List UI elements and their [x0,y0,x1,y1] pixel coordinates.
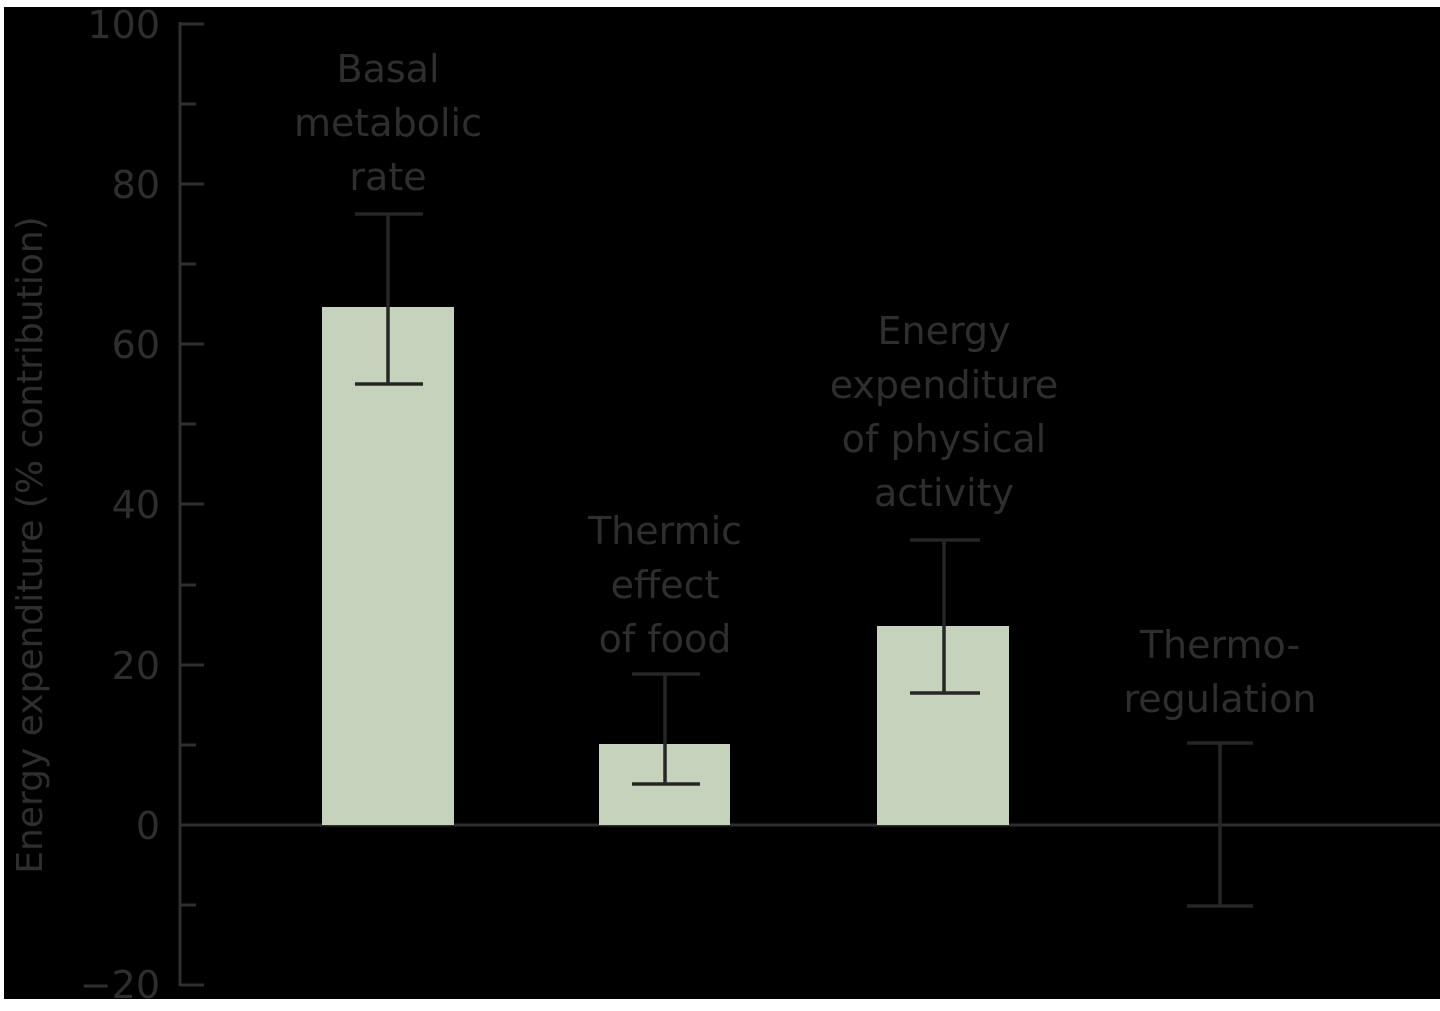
bar-basal-metabolic-rate [322,307,454,825]
tick-20: 20 [112,644,160,688]
tick-0: 0 [136,804,160,848]
y-axis [178,22,204,987]
svg-text:Energy: Energy [877,309,1010,353]
tick-40: 40 [112,483,160,527]
label-thermic-effect-of-food: Thermic effect of food [587,509,742,661]
svg-text:Basal: Basal [337,47,440,91]
error-bar-tef [632,672,700,786]
svg-text:of physical: of physical [842,417,1047,461]
y-tick-labels: 100 80 60 40 20 0 −20 [80,3,160,1007]
svg-text:Thermic: Thermic [587,509,742,553]
tick-100: 100 [87,3,160,47]
svg-text:expenditure: expenditure [830,363,1059,407]
svg-text:regulation: regulation [1123,677,1316,721]
y-axis-title: Energy expenditure (% contribution) [10,216,51,873]
error-bar-eepa [910,538,980,695]
svg-text:effect: effect [611,563,720,607]
error-bar-bmr [355,212,423,386]
tick-80: 80 [112,163,160,207]
label-physical-activity: Energy expenditure of physical activity [830,309,1059,515]
svg-text:rate: rate [349,155,426,199]
label-thermoregulation: Thermo- regulation [1123,623,1316,721]
label-basal-metabolic-rate: Basal metabolic rate [294,47,482,199]
svg-text:activity: activity [874,471,1014,515]
error-bar-thermoregulation [1187,741,1253,908]
category-labels: Basal metabolic rate Thermic effect of f… [294,47,1316,721]
error-bars [355,212,1253,908]
tick-minus-20: −20 [80,963,160,1007]
svg-text:metabolic: metabolic [294,101,482,145]
tick-60: 60 [112,323,160,367]
chart-panel [4,7,1440,999]
svg-text:Thermo-: Thermo- [1139,623,1300,667]
svg-text:of food: of food [599,617,732,661]
